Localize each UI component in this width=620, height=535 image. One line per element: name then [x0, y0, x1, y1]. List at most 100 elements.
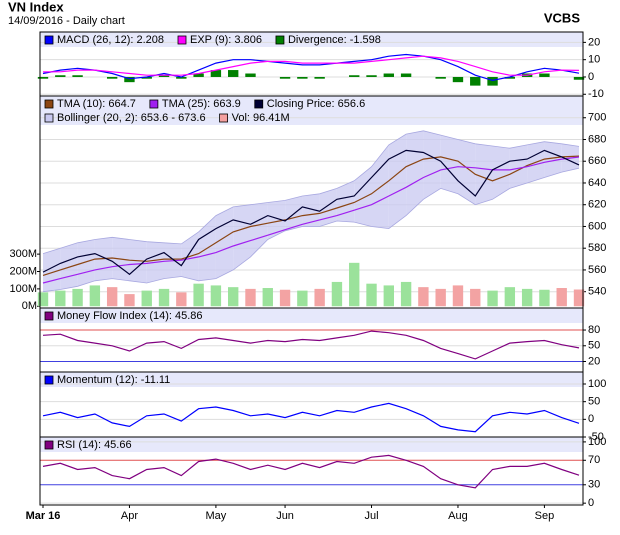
legend-swatch	[254, 99, 264, 109]
panel-border	[39, 436, 584, 506]
series-line	[42, 402, 580, 433]
legend-swatch	[44, 440, 54, 450]
legend-swatch	[275, 35, 285, 45]
legend-swatch	[177, 35, 187, 45]
series-line	[42, 454, 580, 489]
y-tick-label: 0	[588, 413, 594, 425]
bar	[573, 289, 585, 307]
legend-swatch	[219, 113, 228, 123]
band-fill	[302, 193, 320, 227]
bar	[314, 76, 325, 79]
bar	[400, 281, 412, 307]
x-tick-label: Aug	[448, 510, 468, 522]
series-line	[42, 156, 580, 284]
band-edge	[42, 167, 580, 293]
y-tick-label: 680	[588, 133, 606, 145]
y2-tick-label: 300M	[9, 248, 37, 260]
band-fill	[423, 130, 441, 200]
y-tick-label: 540	[588, 286, 606, 298]
legend-label: TMA (10): 664.7	[57, 98, 136, 110]
bar	[37, 292, 49, 307]
bar	[314, 288, 325, 307]
legend-background	[40, 96, 583, 125]
bar	[504, 287, 516, 307]
panel: 20 10 0 -10 MACD (26, 12): 2.208 EXP (9): 3.8…	[37, 31, 604, 100]
series-line	[42, 53, 580, 82]
bar	[297, 76, 308, 79]
bar	[470, 76, 481, 86]
bar	[106, 76, 118, 79]
y-tick-label: 70	[588, 454, 600, 466]
bar	[176, 292, 187, 307]
y-tick-label: 700	[588, 112, 606, 124]
bar	[573, 76, 585, 80]
bar	[383, 285, 394, 307]
legend-swatch	[44, 113, 54, 123]
bar	[37, 76, 49, 79]
y-tick-label: 100	[588, 436, 606, 448]
legend-label: MACD (26, 12): 2.208	[57, 34, 164, 46]
y-tick-label: -50	[588, 431, 604, 443]
bar	[176, 76, 187, 79]
panel: 80 50 20 Money Flow Index (14): 45.86	[39, 307, 600, 373]
legend-label: Momentum (12): -11.11	[57, 374, 170, 386]
band-fill	[43, 248, 61, 292]
bar	[89, 285, 101, 307]
band-fill	[440, 135, 458, 194]
y2-tick-label: 0M	[22, 300, 37, 312]
y-tick-label: 30	[588, 479, 600, 491]
y-tick-label: 0	[588, 71, 594, 83]
band-fill	[492, 146, 510, 200]
band-fill	[388, 134, 407, 229]
x-tick-label: May	[206, 510, 227, 522]
series-line	[42, 149, 580, 276]
y-tick-label: 20	[588, 355, 600, 367]
bar	[297, 290, 308, 307]
bar	[539, 73, 550, 77]
y-tick-label: 50	[588, 340, 600, 352]
front-layer	[42, 454, 580, 489]
y2-tick-label: 200M	[9, 265, 37, 277]
legend-background	[40, 437, 583, 452]
y-tick-label: 660	[588, 155, 606, 167]
series-line	[42, 155, 580, 276]
bar	[279, 76, 291, 79]
panel: 100 50 0 -50 Momentum (12): -11.11	[39, 371, 606, 443]
bar	[435, 76, 446, 79]
bar	[487, 76, 498, 86]
x-tick-label: Sep	[535, 510, 555, 522]
bar	[55, 290, 66, 307]
bar	[504, 76, 516, 79]
bar	[106, 287, 118, 307]
bar	[245, 73, 256, 77]
bar	[366, 283, 377, 307]
bar	[470, 288, 481, 307]
legend-background	[40, 32, 583, 47]
y-tick-label: 80	[588, 324, 600, 336]
bar	[383, 73, 394, 77]
x-tick-label: Apr	[121, 510, 138, 522]
bar	[72, 288, 83, 307]
bar	[55, 75, 66, 77]
bar	[193, 73, 204, 77]
legend-swatch	[149, 99, 159, 109]
legend-label: RSI (14): 45.66	[57, 439, 132, 451]
legend-label: Divergence: -1.598	[288, 34, 381, 46]
bar	[349, 75, 360, 77]
legend-label: Bollinger (20, 2): 653.6 - 673.6	[57, 112, 206, 124]
y-tick-label: -10	[588, 88, 604, 100]
bar	[521, 288, 533, 307]
bar	[124, 76, 135, 83]
chart-subtitle: 14/09/2016 - Daily chart	[8, 15, 125, 27]
bar	[72, 75, 83, 77]
y-tick-label: 620	[588, 199, 606, 211]
bar	[539, 289, 550, 307]
x-tick-label: Mar 16	[26, 510, 61, 522]
legend-swatch	[44, 35, 54, 45]
bar	[158, 288, 170, 307]
series-line	[42, 330, 580, 360]
band-fill	[60, 242, 78, 290]
bar	[331, 281, 343, 307]
bar	[452, 285, 464, 307]
